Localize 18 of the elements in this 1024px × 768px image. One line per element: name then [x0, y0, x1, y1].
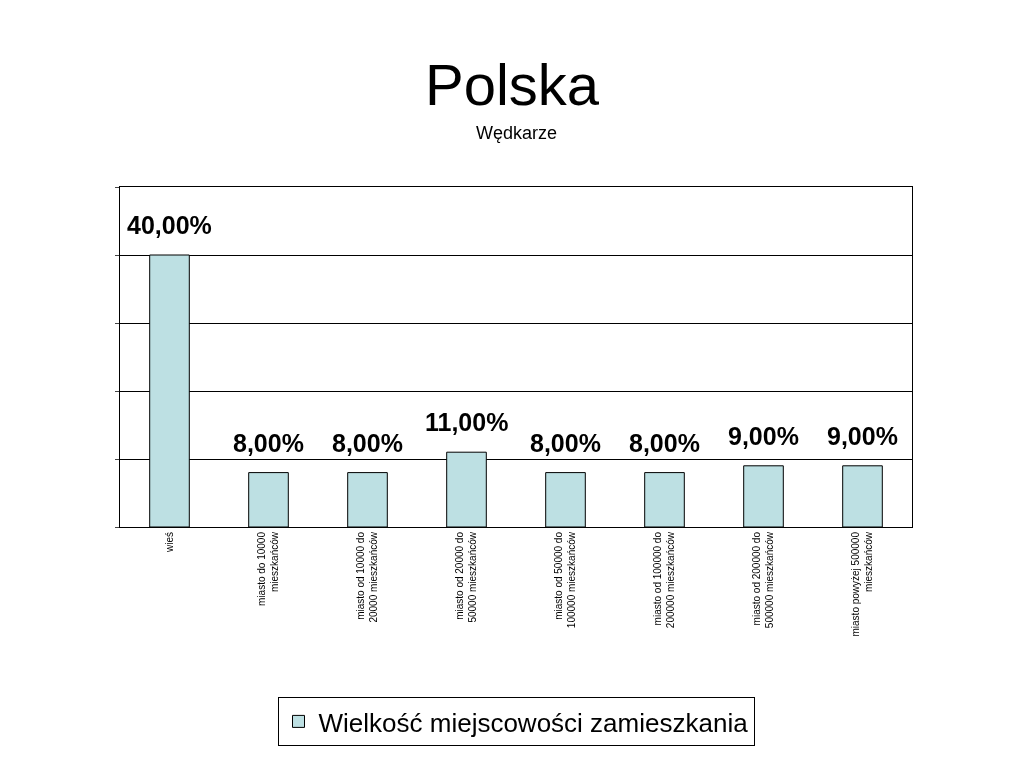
data-label: 9,00%: [728, 422, 799, 450]
x-tick-label: miasto od 100000 do 200000 mieszkańców: [652, 531, 677, 629]
x-tick-label: miasto od 50000 do 100000 mieszkańców: [553, 531, 578, 629]
data-label: 8,00%: [530, 429, 601, 457]
data-label: 40,00%: [127, 211, 212, 239]
data-label: 8,00%: [629, 429, 700, 457]
legend-label: Wielkość miejscowości zamieszkania: [318, 707, 749, 738]
chart-title: Polska: [424, 51, 600, 117]
chart-subtitle: Wędkarze: [476, 123, 558, 143]
data-label: 8,00%: [233, 429, 304, 457]
data-label: 9,00%: [827, 422, 898, 450]
x-tick-label: miasto od 20000 do 50000 mieszkańców: [454, 531, 479, 623]
data-label: 11,00%: [425, 408, 509, 436]
x-tick-label: wieś: [163, 532, 175, 554]
x-tick-label: miasto do 10000 mieszkańców: [256, 531, 281, 606]
x-tick-label: miasto od 200000 do 500000 mieszkańców: [751, 531, 776, 629]
data-label: 8,00%: [332, 429, 403, 457]
x-tick-label: miasto powyżej 500000 mieszkańców: [850, 531, 875, 637]
